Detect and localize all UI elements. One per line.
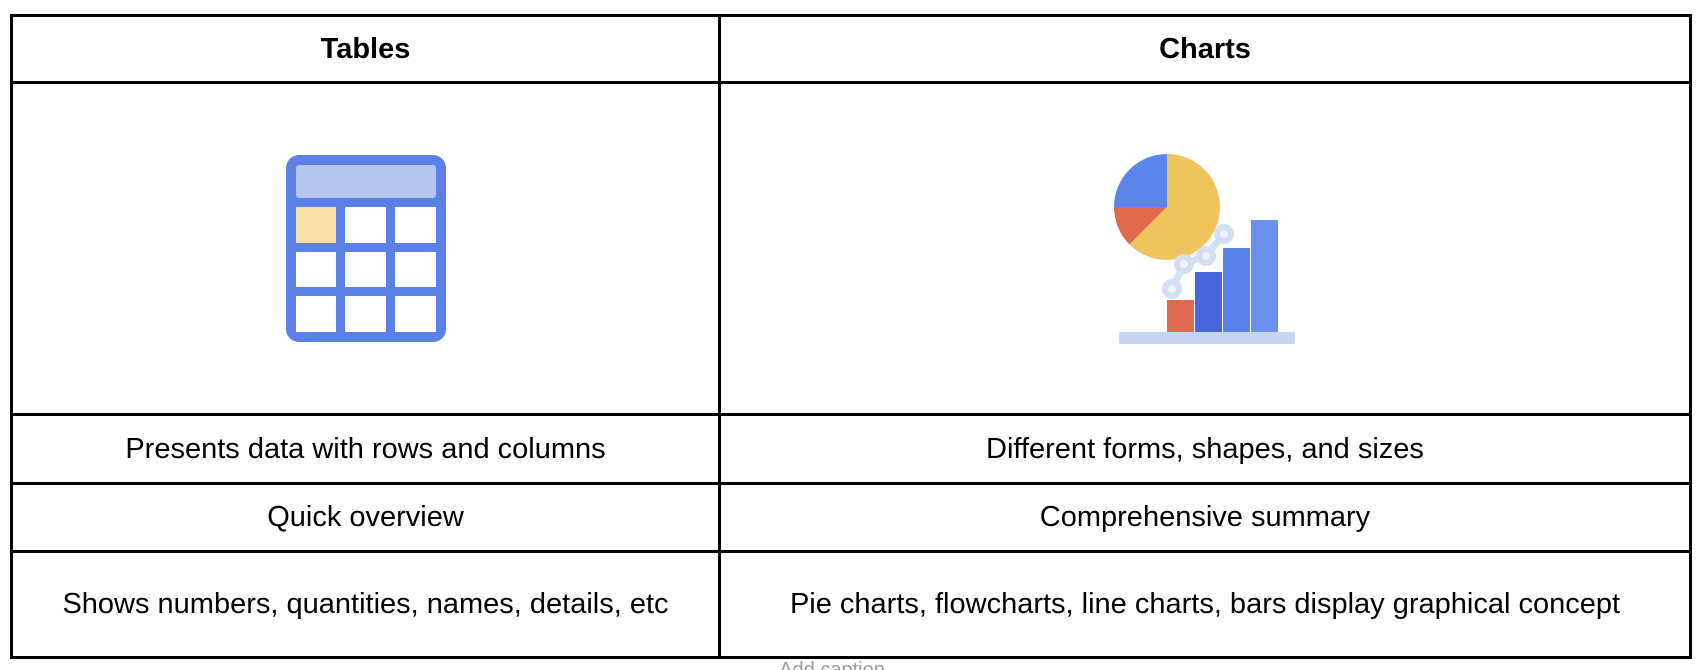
table-row: Shows numbers, quantities, names, detail… — [10, 550, 1692, 659]
document-body: Tables Charts — [10, 14, 1692, 659]
cell-charts-row3[interactable]: Pie charts, flowcharts, line charts, bar… — [718, 550, 1692, 659]
bar-chart-shape — [1251, 219, 1278, 332]
cell-charts-row2[interactable]: Comprehensive summary — [718, 482, 1692, 553]
cell-tables-row2[interactable]: Quick overview — [10, 482, 721, 553]
table-header-row: Tables Charts — [10, 14, 1692, 84]
bar-chart-shape — [1223, 247, 1250, 332]
header-cell-tables[interactable]: Tables — [10, 14, 721, 84]
trend-line-shape — [1162, 223, 1234, 299]
table-icon-header-band — [295, 165, 436, 198]
table-row: Quick overview Comprehensive summary — [10, 482, 1692, 553]
table-row: Presents data with rows and columns Diff… — [10, 413, 1692, 485]
caption-placeholder[interactable]: Add caption — [779, 659, 885, 670]
header-cell-charts[interactable]: Charts — [718, 14, 1692, 84]
cell-tables-row1[interactable]: Presents data with rows and columns — [10, 413, 721, 485]
bar-chart-shape — [1167, 299, 1194, 332]
icon-cell-charts[interactable] — [718, 81, 1692, 416]
charts-pie-bar-icon — [1114, 151, 1296, 347]
icon-cell-tables[interactable] — [10, 81, 721, 416]
icon-row — [10, 81, 1692, 416]
bar-chart-shape — [1195, 271, 1222, 332]
comparison-table: Tables Charts — [10, 14, 1692, 659]
cell-tables-row3[interactable]: Shows numbers, quantities, names, detail… — [10, 550, 721, 659]
chart-baseline-shape — [1119, 331, 1295, 344]
table-grid-icon — [285, 155, 446, 342]
table-icon-grid — [295, 207, 436, 332]
pie-chart-shape — [1114, 153, 1220, 260]
table-icon-highlight-cell — [295, 207, 337, 243]
cell-charts-row1[interactable]: Different forms, shapes, and sizes — [718, 413, 1692, 485]
